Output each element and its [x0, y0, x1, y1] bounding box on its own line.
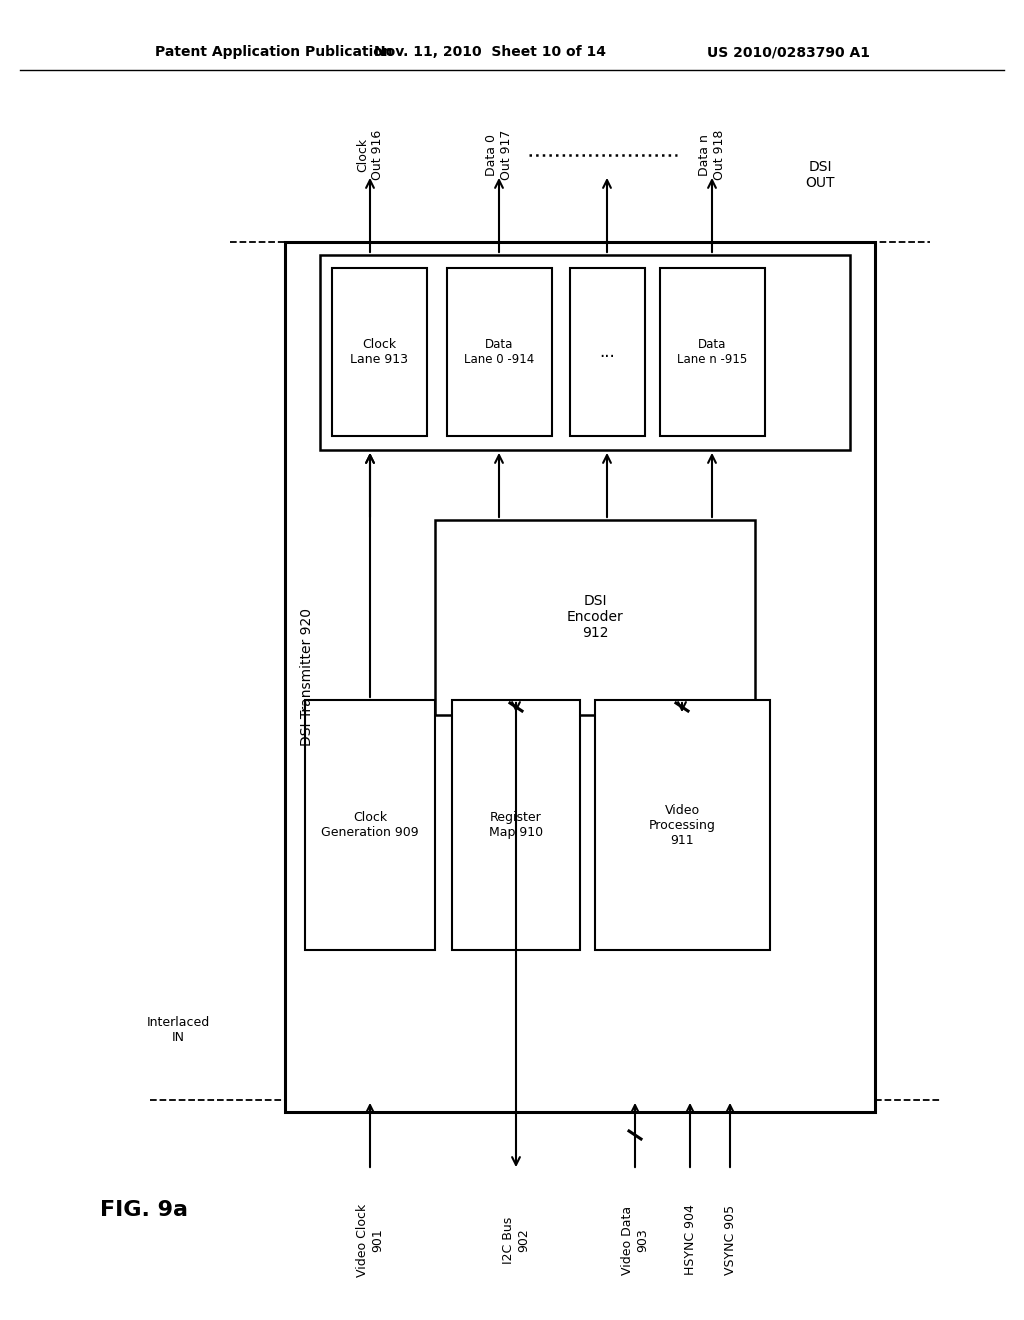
Text: Video Clock
901: Video Clock 901: [356, 1204, 384, 1276]
Bar: [319, 255, 850, 450]
Text: Clock
Lane 913: Clock Lane 913: [350, 338, 408, 366]
Text: Clock
Out 916: Clock Out 916: [356, 129, 384, 180]
Text: DSI
Encoder
912: DSI Encoder 912: [566, 594, 624, 640]
Text: Data 0
Out 917: Data 0 Out 917: [485, 129, 513, 181]
Text: DSI
OUT: DSI OUT: [805, 160, 835, 190]
Bar: [435, 520, 755, 715]
Text: Data
Lane 0 -914: Data Lane 0 -914: [464, 338, 535, 366]
Text: Interlaced
IN: Interlaced IN: [146, 1016, 210, 1044]
Bar: [332, 268, 427, 436]
Text: US 2010/0283790 A1: US 2010/0283790 A1: [707, 45, 870, 59]
Text: ...: ...: [599, 343, 614, 360]
Text: DSI Transmitter 920: DSI Transmitter 920: [300, 609, 314, 746]
Text: Video Data
903: Video Data 903: [621, 1205, 649, 1275]
Bar: [570, 268, 645, 436]
Bar: [452, 700, 580, 950]
Text: Clock
Generation 909: Clock Generation 909: [322, 810, 419, 840]
Bar: [447, 268, 552, 436]
Text: Register
Map 910: Register Map 910: [488, 810, 543, 840]
Bar: [660, 268, 765, 436]
Bar: [285, 242, 874, 1111]
Text: Nov. 11, 2010  Sheet 10 of 14: Nov. 11, 2010 Sheet 10 of 14: [374, 45, 606, 59]
Bar: [305, 700, 435, 950]
Text: HSYNC 904: HSYNC 904: [683, 1205, 696, 1275]
Bar: [595, 700, 770, 950]
Text: VSYNC 905: VSYNC 905: [724, 1205, 736, 1275]
Text: Data
Lane n -915: Data Lane n -915: [677, 338, 748, 366]
Text: Data n
Out 918: Data n Out 918: [698, 129, 726, 181]
Text: FIG. 9a: FIG. 9a: [100, 1200, 188, 1220]
Text: I2C Bus
902: I2C Bus 902: [502, 1216, 530, 1263]
Text: Video
Processing
911: Video Processing 911: [648, 804, 716, 846]
Text: Patent Application Publication: Patent Application Publication: [155, 45, 393, 59]
